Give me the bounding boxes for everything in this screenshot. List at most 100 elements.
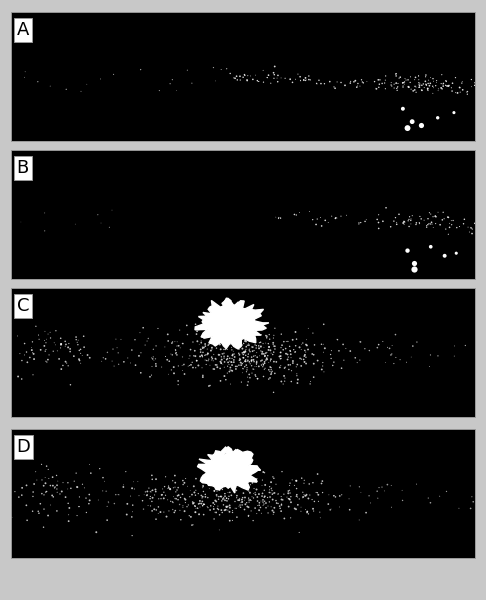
Point (265, 497, 273, 506)
Point (253, 358, 260, 367)
Point (183, 320, 191, 330)
Point (288, 475, 296, 485)
Point (156, 86, 163, 95)
Point (53, 506, 61, 516)
Point (408, 117, 416, 127)
Point (260, 357, 268, 367)
Point (284, 355, 292, 364)
Point (169, 476, 176, 485)
Point (236, 496, 243, 505)
Point (224, 496, 231, 506)
Point (236, 71, 244, 81)
Point (319, 340, 327, 349)
Point (242, 344, 250, 354)
Point (212, 508, 220, 517)
Point (103, 502, 111, 511)
Point (309, 478, 317, 488)
Point (201, 341, 209, 351)
Point (206, 505, 214, 515)
Point (224, 344, 231, 354)
Point (130, 477, 138, 487)
Point (314, 490, 322, 500)
Point (429, 82, 436, 91)
Point (47, 500, 54, 510)
Point (193, 356, 201, 365)
Point (330, 358, 338, 367)
Point (277, 506, 285, 516)
Point (216, 364, 224, 373)
Point (252, 343, 260, 353)
Point (253, 348, 260, 358)
Point (398, 485, 406, 495)
Point (267, 355, 275, 364)
Point (200, 487, 208, 496)
Point (77, 344, 85, 354)
Point (423, 221, 431, 230)
Point (192, 508, 200, 517)
Point (297, 355, 305, 364)
Point (236, 500, 244, 510)
Point (434, 208, 442, 217)
Point (246, 325, 254, 335)
Point (248, 355, 256, 365)
Point (250, 484, 258, 493)
Point (231, 503, 239, 513)
Point (250, 493, 258, 503)
Point (170, 368, 178, 378)
Point (127, 491, 135, 501)
Point (246, 373, 254, 383)
Point (120, 482, 127, 492)
Point (264, 70, 272, 80)
Point (27, 343, 35, 352)
Point (260, 468, 268, 478)
Point (171, 508, 178, 517)
Point (221, 357, 228, 367)
Point (179, 476, 187, 485)
Point (186, 486, 194, 496)
Point (232, 362, 240, 371)
Point (220, 325, 227, 334)
Point (310, 373, 317, 382)
Point (163, 512, 171, 521)
Point (239, 353, 247, 362)
Point (331, 492, 339, 502)
Point (207, 346, 215, 355)
Point (184, 330, 191, 340)
Point (96, 464, 104, 473)
Point (246, 488, 254, 497)
Point (242, 337, 250, 346)
Point (217, 340, 225, 349)
Point (198, 493, 206, 503)
Point (332, 213, 340, 223)
Point (405, 215, 413, 224)
Point (271, 503, 278, 512)
Point (120, 480, 127, 490)
Point (41, 326, 49, 336)
Point (218, 508, 226, 517)
Point (262, 349, 270, 358)
Point (305, 479, 313, 489)
Point (379, 217, 387, 226)
Point (76, 356, 84, 365)
Point (201, 333, 208, 343)
Point (213, 476, 221, 485)
Point (198, 478, 206, 487)
Point (291, 481, 298, 490)
Point (284, 352, 292, 362)
Point (104, 347, 111, 357)
Point (209, 502, 217, 511)
Point (468, 492, 476, 502)
Point (218, 496, 226, 506)
Point (229, 350, 237, 359)
Point (458, 78, 466, 88)
Point (75, 502, 83, 511)
Point (194, 361, 202, 370)
Point (266, 492, 274, 502)
Point (47, 481, 54, 490)
Point (265, 374, 273, 384)
Point (420, 215, 428, 225)
Point (399, 82, 407, 92)
Point (260, 360, 267, 370)
Point (285, 494, 293, 504)
Point (469, 224, 476, 234)
